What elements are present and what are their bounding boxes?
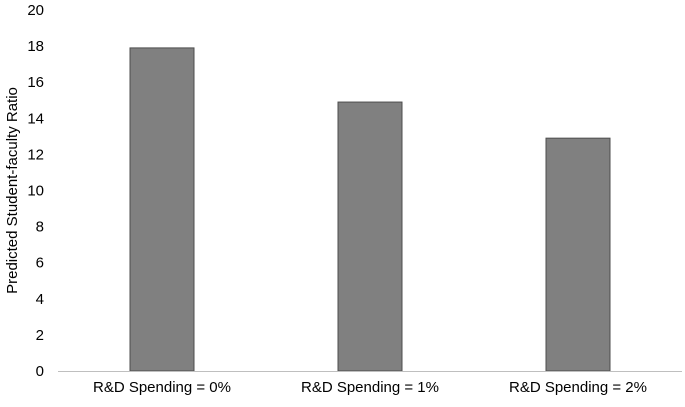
y-tick-label-8: 8	[36, 219, 44, 236]
y-tick-label-4: 4	[36, 291, 44, 308]
bar-2	[337, 101, 403, 372]
y-tick-label-20: 20	[27, 2, 44, 19]
y-tick-label-14: 14	[27, 110, 44, 127]
x-category-label-1: R&D Spending = 0%	[93, 379, 231, 396]
y-axis-ticks: 0 2 4 6 8 10 12 14 16 18 20	[27, 2, 44, 380]
x-axis-category-labels: R&D Spending = 0% R&D Spending = 1% R&D Sp…	[93, 379, 647, 396]
y-tick-label-12: 12	[27, 146, 44, 163]
bar-3	[545, 137, 611, 372]
bars	[129, 47, 611, 372]
y-tick-label-10: 10	[27, 183, 44, 200]
y-tick-label-16: 16	[27, 74, 44, 91]
y-tick-label-18: 18	[27, 38, 44, 55]
x-category-label-3: R&D Spending = 2%	[509, 379, 647, 396]
y-axis-title: Predicted Student-faculty Ratio	[4, 87, 21, 294]
bar-1	[129, 47, 195, 372]
y-tick-label-2: 2	[36, 327, 44, 344]
x-category-label-2: R&D Spending = 1%	[301, 379, 439, 396]
y-tick-label-0: 0	[36, 363, 44, 380]
y-tick-label-6: 6	[36, 255, 44, 272]
